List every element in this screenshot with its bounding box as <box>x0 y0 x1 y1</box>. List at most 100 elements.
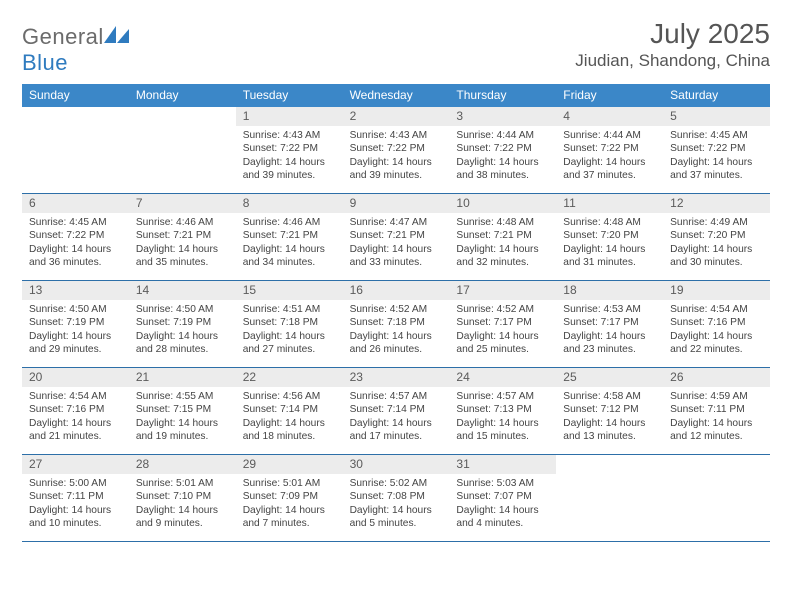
day-body: Sunrise: 4:46 AMSunset: 7:21 PMDaylight:… <box>236 213 343 270</box>
day-body: Sunrise: 4:48 AMSunset: 7:21 PMDaylight:… <box>449 213 556 270</box>
empty-cell <box>556 455 663 541</box>
day-body: Sunrise: 4:49 AMSunset: 7:20 PMDaylight:… <box>663 213 770 270</box>
daylight-text: Daylight: 14 hours and 5 minutes. <box>350 505 432 529</box>
calendar: SundayMondayTuesdayWednesdayThursdayFrid… <box>22 84 770 542</box>
daylight-text: Daylight: 14 hours and 29 minutes. <box>29 331 111 355</box>
sunrise-text: Sunrise: 4:57 AM <box>350 391 428 402</box>
sunset-text: Sunset: 7:09 PM <box>243 491 318 502</box>
sunset-text: Sunset: 7:22 PM <box>350 143 425 154</box>
day-cell: 13Sunrise: 4:50 AMSunset: 7:19 PMDayligh… <box>22 281 129 367</box>
daylight-text: Daylight: 14 hours and 23 minutes. <box>563 331 645 355</box>
day-body: Sunrise: 4:44 AM Sunset: 7:22 PM Daylight:… <box>449 126 556 183</box>
day-number: 31 <box>449 455 556 474</box>
weekday-sunday: Sunday <box>22 84 129 107</box>
day-number: 11 <box>556 194 663 213</box>
sunrise-text: Sunrise: 4:55 AM <box>136 391 214 402</box>
daylight-text: Daylight: 14 hours and 21 minutes. <box>29 418 111 442</box>
sunset-text: Sunset: 7:07 PM <box>456 491 531 502</box>
week-row: 1Sunrise: 4:43 AMSunset: 7:22 PMDaylight… <box>22 107 770 194</box>
daylight-text: Daylight: 14 hours and 4 minutes. <box>456 505 538 529</box>
weeks-container: 1Sunrise: 4:43 AMSunset: 7:22 PMDaylight… <box>22 107 770 542</box>
sunset-text: Sunset: 7:21 PM <box>350 230 425 241</box>
day-cell: 4Sunrise: 4:44 AMSunset: 7:22 PMDaylight… <box>556 107 663 193</box>
sunset-text: Sunset: 7:15 PM <box>136 404 211 415</box>
daylight-text: Daylight: 14 hours and 33 minutes. <box>350 244 432 268</box>
day-cell: 29 Sunrise: 5:01 AM Sunset: 7:09 PM Dayligh… <box>236 455 343 541</box>
sunrise-text: Sunrise: 4:43 AM <box>350 130 428 141</box>
sunset-text: Sunset: 7:18 PM <box>350 317 425 328</box>
weekday-monday: Monday <box>129 84 236 107</box>
daylight-text: Daylight: 14 hours and 35 minutes. <box>136 244 218 268</box>
sunrise-text: Sunrise: 4:44 AM <box>456 130 534 141</box>
sunrise-text: Sunrise: 4:48 AM <box>456 217 534 228</box>
day-cell: 14Sunrise: 4:50 AMSunset: 7:19 PMDayligh… <box>129 281 236 367</box>
sunset-text: Sunset: 7:22 PM <box>456 143 531 154</box>
day-body: Sunrise: 4:50 AMSunset: 7:19 PMDaylight:… <box>129 300 236 357</box>
day-cell: 24Sunrise: 4:57 AMSunset: 7:13 PMDayligh… <box>449 368 556 454</box>
sunset-text: Sunset: 7:08 PM <box>350 491 425 502</box>
month-title: July 2025 <box>575 18 770 50</box>
day-cell: 9Sunrise: 4:47 AMSunset: 7:21 PMDaylight… <box>343 194 450 280</box>
day-body: Sunrise: 4:47 AMSunset: 7:21 PMDaylight:… <box>343 213 450 270</box>
day-number: 18 <box>556 281 663 300</box>
sunrise-text: Sunrise: 4:52 AM <box>456 304 534 315</box>
sunrise-text: Sunrise: 4:52 AM <box>350 304 428 315</box>
week-row: 27Sunrise: 5:00 AMSunset: 7:11 PMDayligh… <box>22 455 770 542</box>
day-body: Sunrise: 4:44 AMSunset: 7:22 PMDaylight:… <box>556 126 663 183</box>
sunset-text: Sunset: 7:22 PM <box>243 143 318 154</box>
sunrise-text: Sunrise: 5:03 AM <box>456 478 534 489</box>
day-body: Sunrise: 4:54 AMSunset: 7:16 PMDaylight:… <box>663 300 770 357</box>
sunset-text: Sunset: 7:14 PM <box>243 404 318 415</box>
day-cell: 5Sunrise: 4:45 AMSunset: 7:22 PMDaylight… <box>663 107 770 193</box>
sunset-text: Sunset: 7:13 PM <box>456 404 531 415</box>
sunrise-text: Sunrise: 4:56 AM <box>243 391 321 402</box>
day-number: 13 <box>22 281 129 300</box>
sunset-text: Sunset: 7:12 PM <box>563 404 638 415</box>
day-number: 30 <box>343 455 450 474</box>
sunset-text: Sunset: 7:11 PM <box>670 404 745 415</box>
daylight-text: Daylight: 14 hours and 7 minutes. <box>243 505 325 529</box>
day-number: 9 <box>343 194 450 213</box>
day-body: Sunrise: 4:48 AMSunset: 7:20 PMDaylight:… <box>556 213 663 270</box>
sunset-text: Sunset: 7:22 PM <box>29 230 104 241</box>
sunrise-text: Sunrise: 4:53 AM <box>563 304 641 315</box>
day-cell: 8Sunrise: 4:46 AMSunset: 7:21 PMDaylight… <box>236 194 343 280</box>
daylight-text: Daylight: 14 hours and 34 minutes. <box>243 244 325 268</box>
week-row: 13Sunrise: 4:50 AMSunset: 7:19 PMDayligh… <box>22 281 770 368</box>
day-cell: 10Sunrise: 4:48 AMSunset: 7:21 PMDayligh… <box>449 194 556 280</box>
sunset-text: Sunset: 7:16 PM <box>29 404 104 415</box>
day-body: Sunrise: 4:43 AMSunset: 7:22 PMDaylight:… <box>236 126 343 183</box>
day-cell: 16Sunrise: 4:52 AMSunset: 7:18 PMDayligh… <box>343 281 450 367</box>
sunrise-text: Sunrise: 5:01 AM <box>243 478 321 489</box>
day-number: 15 <box>236 281 343 300</box>
sunset-text: Sunset: 7:22 PM <box>670 143 745 154</box>
daylight-text: Daylight: 14 hours and 12 minutes. <box>670 418 752 442</box>
sunrise-text: Sunrise: 5:00 AM <box>29 478 107 489</box>
day-body: Sunrise: 4:52 AMSunset: 7:17 PMDaylight:… <box>449 300 556 357</box>
day-number: 17 <box>449 281 556 300</box>
daylight-text: Daylight: 14 hours and 38 minutes. <box>456 157 538 181</box>
day-number: 4 <box>556 107 663 126</box>
day-body: Sunrise: 5:03 AM Sunset: 7:07 PM Daylight:… <box>449 474 556 531</box>
empty-cell <box>129 107 236 193</box>
day-number: 8 <box>236 194 343 213</box>
day-number: 20 <box>22 368 129 387</box>
day-body: Sunrise: 4:57 AMSunset: 7:14 PMDaylight:… <box>343 387 450 444</box>
sunrise-text: Sunrise: 4:58 AM <box>563 391 641 402</box>
day-cell: 22Sunrise: 4:56 AMSunset: 7:14 PMDayligh… <box>236 368 343 454</box>
day-number: 7 <box>129 194 236 213</box>
day-number: 29 <box>236 455 343 474</box>
sunset-text: Sunset: 7:21 PM <box>136 230 211 241</box>
sunset-text: Sunset: 7:18 PM <box>243 317 318 328</box>
logo-text-general: General <box>22 24 104 49</box>
day-cell: 23Sunrise: 4:57 AMSunset: 7:14 PMDayligh… <box>343 368 450 454</box>
day-body: Sunrise: 5:01 AMSunset: 7:10 PMDaylight:… <box>129 474 236 531</box>
daylight-text: Daylight: 14 hours and 13 minutes. <box>563 418 645 442</box>
day-body: Sunrise: 4:54 AMSunset: 7:16 PMDaylight:… <box>22 387 129 444</box>
sunset-text: Sunset: 7:21 PM <box>456 230 531 241</box>
day-number: 25 <box>556 368 663 387</box>
day-number: 27 <box>22 455 129 474</box>
daylight-text: Daylight: 14 hours and 37 minutes. <box>670 157 752 181</box>
day-number: 3 <box>449 107 556 126</box>
sunset-text: Sunset: 7:10 PM <box>136 491 211 502</box>
